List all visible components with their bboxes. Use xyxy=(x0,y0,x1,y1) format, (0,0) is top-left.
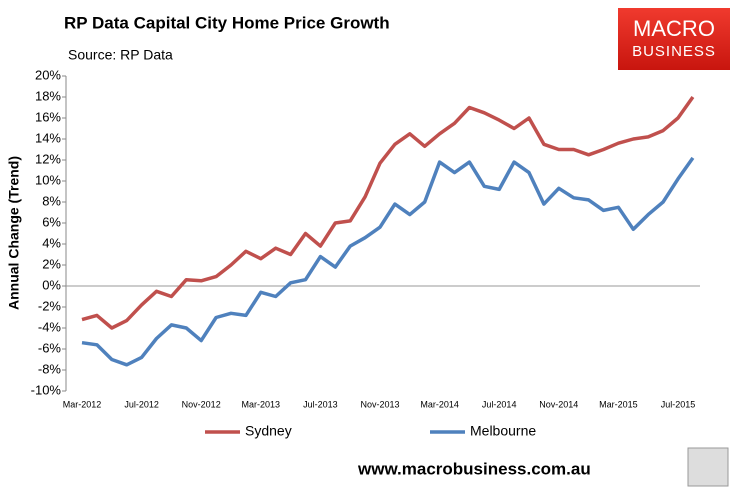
y-tick-label: 14% xyxy=(35,130,61,145)
x-tick-label: Mar-2012 xyxy=(63,399,102,409)
y-tick-label: 0% xyxy=(42,277,61,292)
y-tick-label: 16% xyxy=(35,109,61,124)
y-tick-label: -8% xyxy=(38,361,62,376)
x-tick-label: Jul-2014 xyxy=(482,399,517,409)
logo-bottom: BUSINESS xyxy=(632,43,716,60)
legend-label: Sydney xyxy=(245,423,292,439)
x-tick-label: Nov-2012 xyxy=(182,399,221,409)
x-tick-label: Nov-2013 xyxy=(360,399,399,409)
x-tick-label: Jul-2012 xyxy=(124,399,159,409)
y-tick-label: -4% xyxy=(38,319,62,334)
website: www.macrobusiness.com.au xyxy=(357,459,591,478)
y-tick-label: 6% xyxy=(42,214,61,229)
y-tick-label: 8% xyxy=(42,193,61,208)
x-tick-label: Mar-2015 xyxy=(599,399,638,409)
y-tick-label: -2% xyxy=(38,298,62,313)
x-tick-label: Jul-2015 xyxy=(661,399,696,409)
x-tick-label: Nov-2014 xyxy=(539,399,578,409)
line-series xyxy=(81,156,695,367)
chart-title: RP Data Capital City Home Price Growth xyxy=(64,13,390,32)
y-tick-label: -10% xyxy=(31,382,62,397)
x-tick-label: Mar-2014 xyxy=(420,399,459,409)
y-tick-label: 12% xyxy=(35,151,61,166)
x-tick-label: Jul-2013 xyxy=(303,399,338,409)
y-tick-label: 18% xyxy=(35,88,61,103)
y-tick-label: 10% xyxy=(35,172,61,187)
line-series xyxy=(81,95,695,330)
y-tick-label: 4% xyxy=(42,235,61,250)
legend-label: Melbourne xyxy=(470,423,536,439)
logo-icon xyxy=(687,447,729,487)
y-tick-label: 2% xyxy=(42,256,61,271)
chart-subtitle: Source: RP Data xyxy=(68,47,173,63)
y-axis-label: Annual Change (Trend) xyxy=(6,156,22,310)
logo-top: MACRO xyxy=(633,16,715,41)
y-tick-label: 20% xyxy=(35,67,61,82)
y-tick-label: -6% xyxy=(38,340,62,355)
logo-box xyxy=(618,8,730,70)
x-tick-label: Mar-2013 xyxy=(242,399,281,409)
